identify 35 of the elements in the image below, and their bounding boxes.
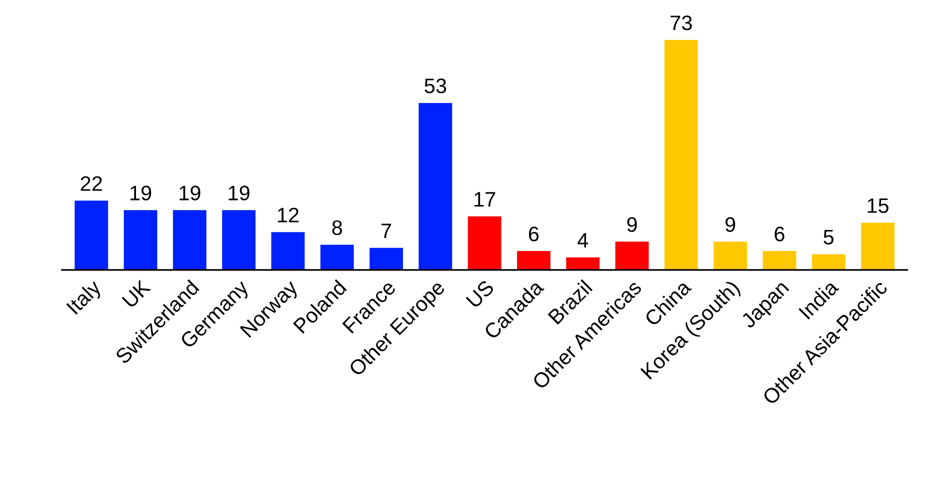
data-label: 17 <box>474 192 496 207</box>
data-label: 19 <box>130 186 152 200</box>
bar <box>468 216 502 270</box>
data-label: 19 <box>180 186 200 200</box>
bar <box>762 251 796 270</box>
x-tick-label: Italy <box>66 278 106 318</box>
bar <box>615 242 649 270</box>
bar <box>517 251 550 270</box>
bar <box>566 257 600 270</box>
data-label: 53 <box>424 78 446 94</box>
bar <box>812 254 846 270</box>
data-label: 15 <box>868 198 888 214</box>
data-label: 9 <box>627 217 637 232</box>
data-label: 12 <box>278 208 299 222</box>
bar <box>222 210 256 270</box>
bar <box>124 210 158 270</box>
data-label: 5 <box>824 230 834 245</box>
data-label: 4 <box>578 233 588 248</box>
bar <box>714 242 748 270</box>
data-label: 73 <box>670 15 692 30</box>
bar <box>271 232 305 270</box>
bar <box>664 40 698 270</box>
data-label: 6 <box>774 226 784 242</box>
bar <box>320 244 354 270</box>
bar <box>370 248 403 270</box>
data-label: 7 <box>382 224 392 238</box>
bar <box>418 102 452 270</box>
bar <box>74 200 108 270</box>
data-label: 6 <box>528 226 539 242</box>
bar <box>172 210 206 270</box>
data-label: 8 <box>332 220 342 236</box>
data-label: 19 <box>228 186 250 200</box>
data-label: 22 <box>80 176 102 191</box>
bar <box>861 222 894 270</box>
data-label: 9 <box>726 217 736 232</box>
